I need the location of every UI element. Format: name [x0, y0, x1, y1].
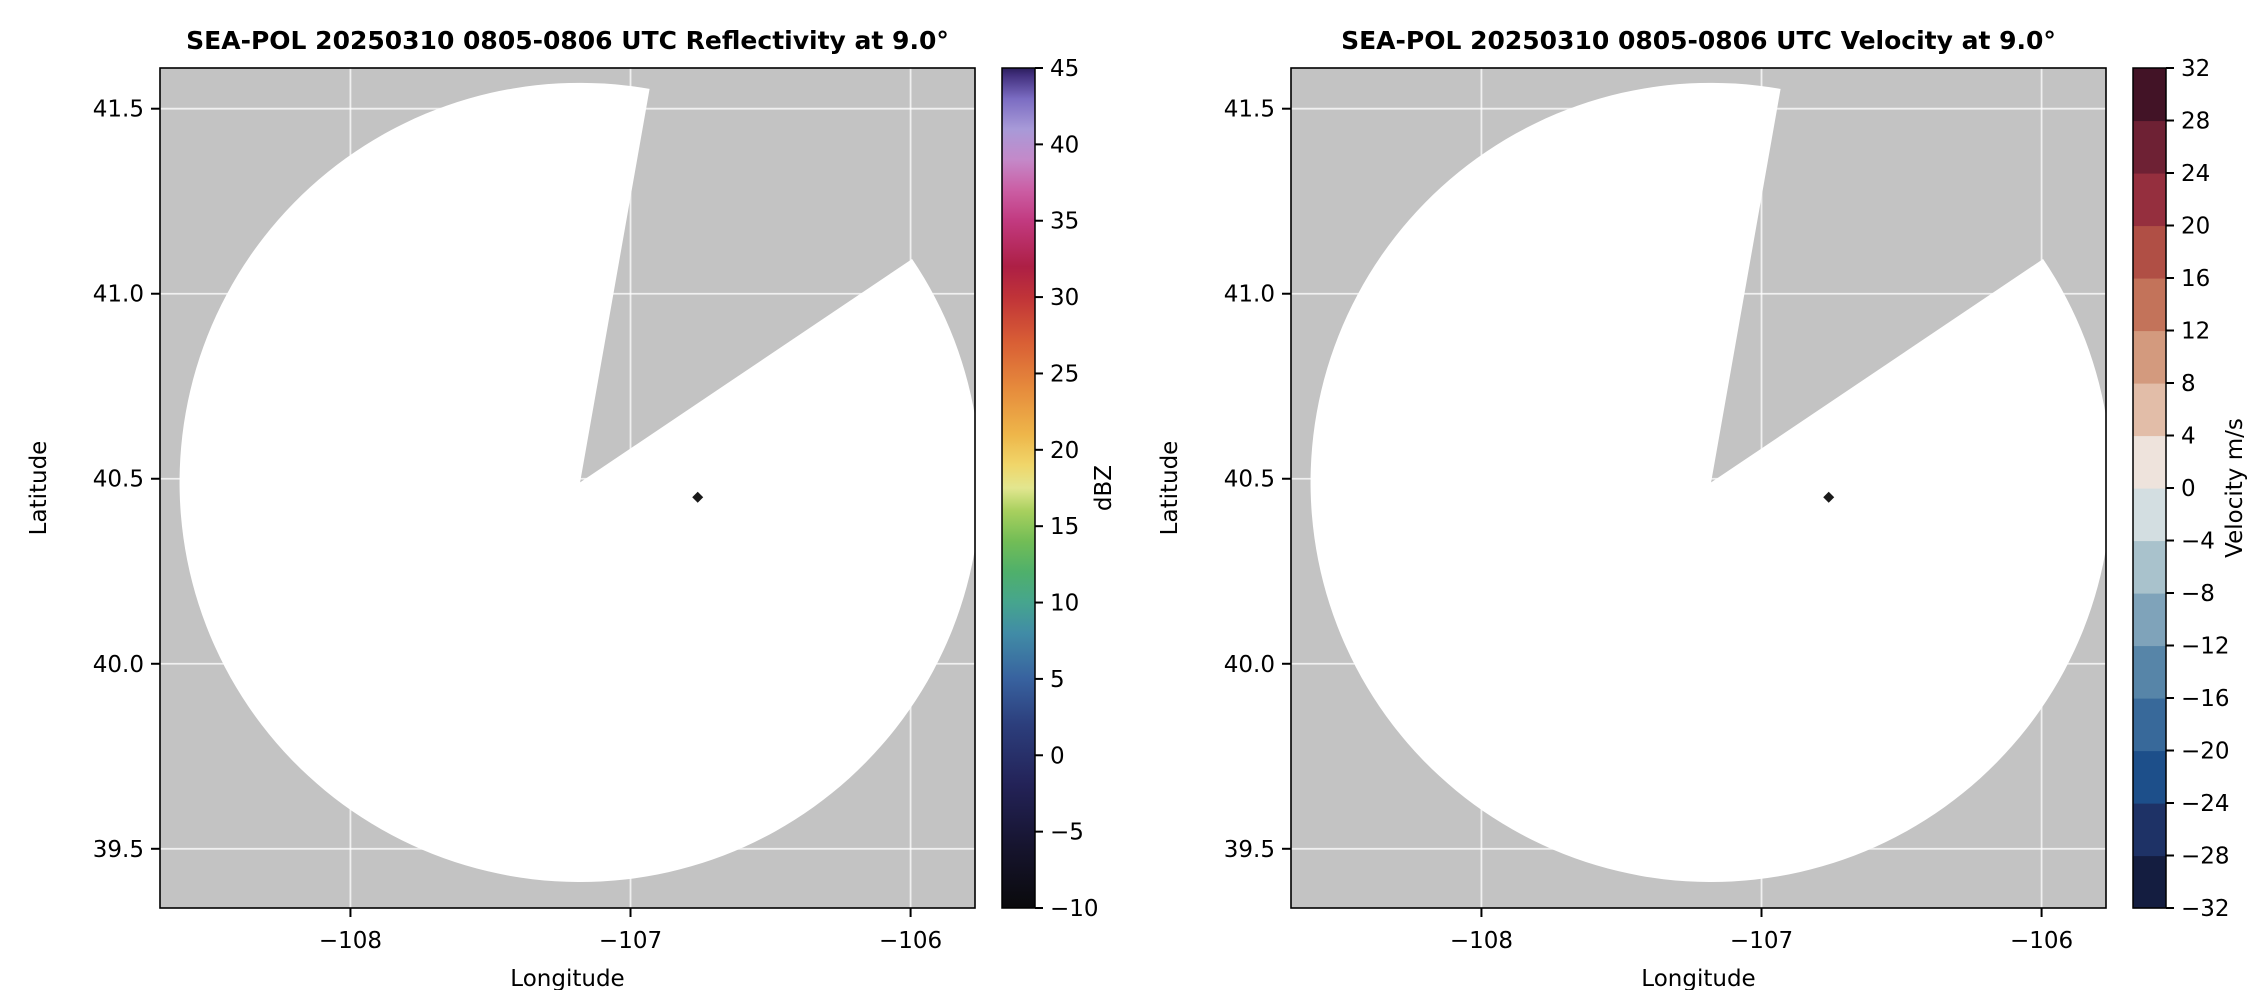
colorbar-segment — [2133, 645, 2166, 699]
colorbar-segment — [2133, 435, 2166, 489]
velocity-panel: SEA-POL 20250310 0805-0806 UTC Velocity … — [1131, 0, 2262, 990]
colorbar-tick-label: 32 — [2181, 56, 2210, 82]
y-axis-label: Latitude — [1157, 441, 1183, 536]
x-tick-label: −107 — [599, 928, 662, 954]
colorbar-tick-label: −8 — [2181, 581, 2215, 607]
colorbar-tick-label: 35 — [1050, 209, 1079, 235]
colorbar-tick-label: 25 — [1050, 361, 1079, 387]
velocity-plot-title: SEA-POL 20250310 0805-0806 UTC Velocity … — [1341, 26, 2056, 55]
plot-frame — [159, 67, 976, 909]
colorbar-segment — [2133, 593, 2166, 647]
colorbar-tick-label: 15 — [1050, 514, 1079, 540]
y-tick-label: 41.5 — [93, 97, 144, 123]
colorbar-tick-label: 8 — [2181, 371, 2196, 397]
colorbar-tick-label: −5 — [1050, 820, 1084, 846]
reflectivity-plot: −108 −107 −106 39.5 40.0 40.5 41.0 41.5 Longitud… — [26, 56, 1117, 990]
y-tick-label: 41.5 — [1224, 97, 1275, 123]
y-tick-label: 39.5 — [1224, 837, 1275, 863]
colorbar-segment — [2133, 803, 2166, 857]
colorbar-segment — [2133, 173, 2166, 227]
radar-echo-marker — [1823, 491, 1835, 503]
colorbar-segment — [2133, 855, 2166, 909]
colorbar-tick-label: 0 — [2181, 476, 2196, 502]
colorbar-segment — [2133, 225, 2166, 279]
y-tick-label: 39.5 — [93, 837, 144, 863]
x-tick-label: −106 — [879, 928, 942, 954]
colorbar-segment — [2133, 330, 2166, 384]
colorbar-tick-label: 20 — [1050, 438, 1079, 464]
x-tick-label: −108 — [1450, 928, 1513, 954]
colorbar-tick-label: −10 — [1050, 896, 1099, 922]
colorbar-tick-label: 40 — [1050, 132, 1079, 158]
y-tick-label: 40.5 — [93, 467, 144, 493]
colorbar-tick-label: −32 — [2181, 896, 2230, 922]
colorbar-tick-label: −20 — [2181, 739, 2230, 765]
x-tick-label: −106 — [2010, 928, 2073, 954]
colorbar-label: Velocity m/s — [2222, 418, 2248, 558]
colorbar-tick-label: −28 — [2181, 844, 2230, 870]
colorbar-tick-label: 20 — [2181, 214, 2210, 240]
colorbar-tick-label: 30 — [1050, 285, 1079, 311]
colorbar-segment — [2133, 278, 2166, 332]
colorbar-frame — [1001, 67, 1036, 909]
colorbar-tick-label: 5 — [1050, 667, 1065, 693]
velocity-plot: −108 −107 −106 39.5 40.0 40.5 41.0 41.5 Longitud… — [1157, 56, 2248, 990]
colorbar-label: dBZ — [1091, 465, 1117, 511]
colorbar-segment — [2133, 540, 2166, 594]
x-tick-label: −108 — [319, 928, 382, 954]
colorbar-tick-label: 10 — [1050, 591, 1079, 617]
colorbar-segment — [2133, 120, 2166, 174]
colorbar-segment — [2133, 383, 2166, 437]
colorbar-tick-label: 4 — [2181, 424, 2196, 450]
x-axis-label: Longitude — [1641, 966, 1755, 990]
colorbar-segment — [2133, 488, 2166, 542]
colorbar-tick-label: −12 — [2181, 634, 2230, 660]
colorbar-tick-label: −16 — [2181, 686, 2230, 712]
colorbar-segment — [2133, 68, 2166, 122]
y-tick-label: 41.0 — [1224, 282, 1275, 308]
colorbar-segment — [2133, 698, 2166, 752]
colorbar-tick-label: 12 — [2181, 319, 2210, 345]
colorbar-tick-label: −24 — [2181, 791, 2230, 817]
colorbar-tick-label: −4 — [2181, 529, 2215, 555]
colorbar-tick-label: 45 — [1050, 56, 1079, 82]
y-tick-label: 40.0 — [1224, 652, 1275, 678]
y-tick-label: 41.0 — [93, 282, 144, 308]
colorbar-segment — [2133, 750, 2166, 804]
colorbar-tick-label: 0 — [1050, 743, 1065, 769]
y-axis-label: Latitude — [26, 441, 52, 536]
colorbar-tick-label: 16 — [2181, 266, 2210, 292]
radar-echo-marker — [692, 491, 704, 503]
x-tick-label: −107 — [1730, 928, 1793, 954]
x-axis-label: Longitude — [510, 966, 624, 990]
plot-frame — [1290, 67, 2107, 909]
reflectivity-plot-title: SEA-POL 20250310 0805-0806 UTC Reflectiv… — [186, 26, 949, 55]
radar-coverage-area — [1310, 82, 2106, 883]
colorbar-tick-label: 28 — [2181, 109, 2210, 135]
colorbar-tick-label: 24 — [2181, 161, 2210, 187]
y-tick-label: 40.0 — [93, 652, 144, 678]
reflectivity-panel: SEA-POL 20250310 0805-0806 UTC Reflectiv… — [26, 26, 1117, 990]
y-tick-label: 40.5 — [1224, 467, 1275, 493]
colorbar-gradient — [1002, 68, 1035, 908]
radar-coverage-area — [179, 82, 975, 883]
